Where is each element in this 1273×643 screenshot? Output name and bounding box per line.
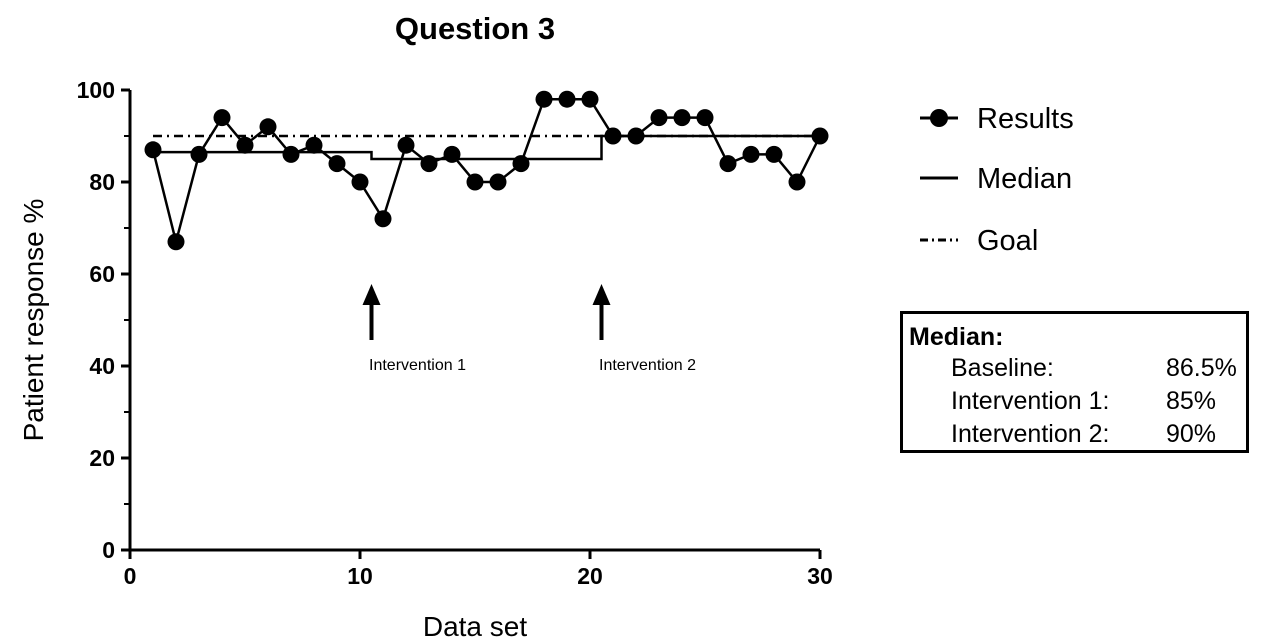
legend-item-median: Median [920, 163, 1072, 195]
summary-row-intervention-1: Intervention 1: 85% [951, 385, 1241, 417]
legend-goal-label: Goal [977, 225, 1038, 257]
results-point [144, 141, 162, 159]
legend: Results Median Goal [920, 103, 1074, 257]
y-tick-label: 100 [77, 77, 115, 103]
legend-results-label: Results [977, 103, 1074, 135]
x-tick-label: 10 [347, 563, 373, 589]
median-summary-box: Median: Baseline: 86.5% Intervention 1: … [900, 311, 1249, 453]
intervention-label: Intervention 1 [369, 357, 466, 374]
legend-item-goal: Goal [920, 225, 1038, 257]
results-point [604, 127, 622, 145]
results-point [374, 210, 392, 228]
annotations: Intervention 1 Intervention 2 [362, 284, 696, 374]
summary-row-baseline: Baseline: 86.5% [951, 352, 1241, 384]
results-point [512, 155, 530, 173]
results-point [535, 90, 553, 108]
results-point [443, 145, 461, 163]
results-point [259, 118, 277, 136]
results-point [788, 173, 806, 191]
results-point [213, 109, 231, 127]
y-tick-label: 0 [102, 537, 115, 563]
results-point [811, 127, 829, 145]
x-tick-label: 30 [807, 563, 833, 589]
results-series-group [144, 90, 829, 251]
results-point [742, 145, 760, 163]
results-point [696, 109, 714, 127]
results-point [351, 173, 369, 191]
results-point [489, 173, 507, 191]
intervention-label: Intervention 2 [599, 357, 696, 374]
results-point [236, 136, 254, 154]
results-point [167, 233, 185, 251]
legend-median-label: Median [977, 163, 1072, 195]
intervention-arrow-head [592, 284, 611, 305]
results-line [151, 97, 822, 243]
results-point [466, 173, 484, 191]
y-tick-label: 40 [89, 353, 115, 379]
legend-item-results: Results [920, 103, 1074, 135]
results-point [282, 145, 300, 163]
summary-value: 86.5% [1166, 354, 1237, 382]
intervention-arrow-head [362, 284, 381, 305]
x-ticks: 0 10 20 30 [124, 550, 833, 589]
legend-results-marker [930, 109, 948, 127]
results-point [719, 155, 737, 173]
summary-label: Baseline: [951, 354, 1054, 382]
results-point [190, 145, 208, 163]
y-tick-label: 60 [89, 261, 115, 287]
summary-row-intervention-2: Intervention 2: 90% [951, 418, 1241, 450]
results-point [397, 136, 415, 154]
x-tick-label: 20 [577, 563, 603, 589]
summary-value: 85% [1166, 387, 1217, 415]
y-ticks: 0 20 40 60 80 100 [77, 77, 130, 563]
summary-label: Intervention 2: [951, 420, 1110, 448]
y-tick-label: 20 [89, 445, 115, 471]
results-point [627, 127, 645, 145]
results-point [420, 155, 438, 173]
summary-label: Intervention 1: [951, 387, 1110, 415]
y-axis-label: Patient response % [18, 199, 49, 442]
x-axis-label: Data set [423, 611, 527, 642]
results-point [650, 109, 668, 127]
x-tick-label: 0 [124, 563, 137, 589]
results-point [305, 136, 323, 154]
results-point [328, 155, 346, 173]
results-point [581, 90, 599, 108]
summary-heading: Median: [909, 323, 1004, 351]
chart-title: Question 3 [395, 11, 555, 46]
results-point [558, 90, 576, 108]
y-tick-label: 80 [89, 169, 115, 195]
results-point [673, 109, 691, 127]
summary-value: 90% [1166, 420, 1217, 448]
results-point [765, 145, 783, 163]
